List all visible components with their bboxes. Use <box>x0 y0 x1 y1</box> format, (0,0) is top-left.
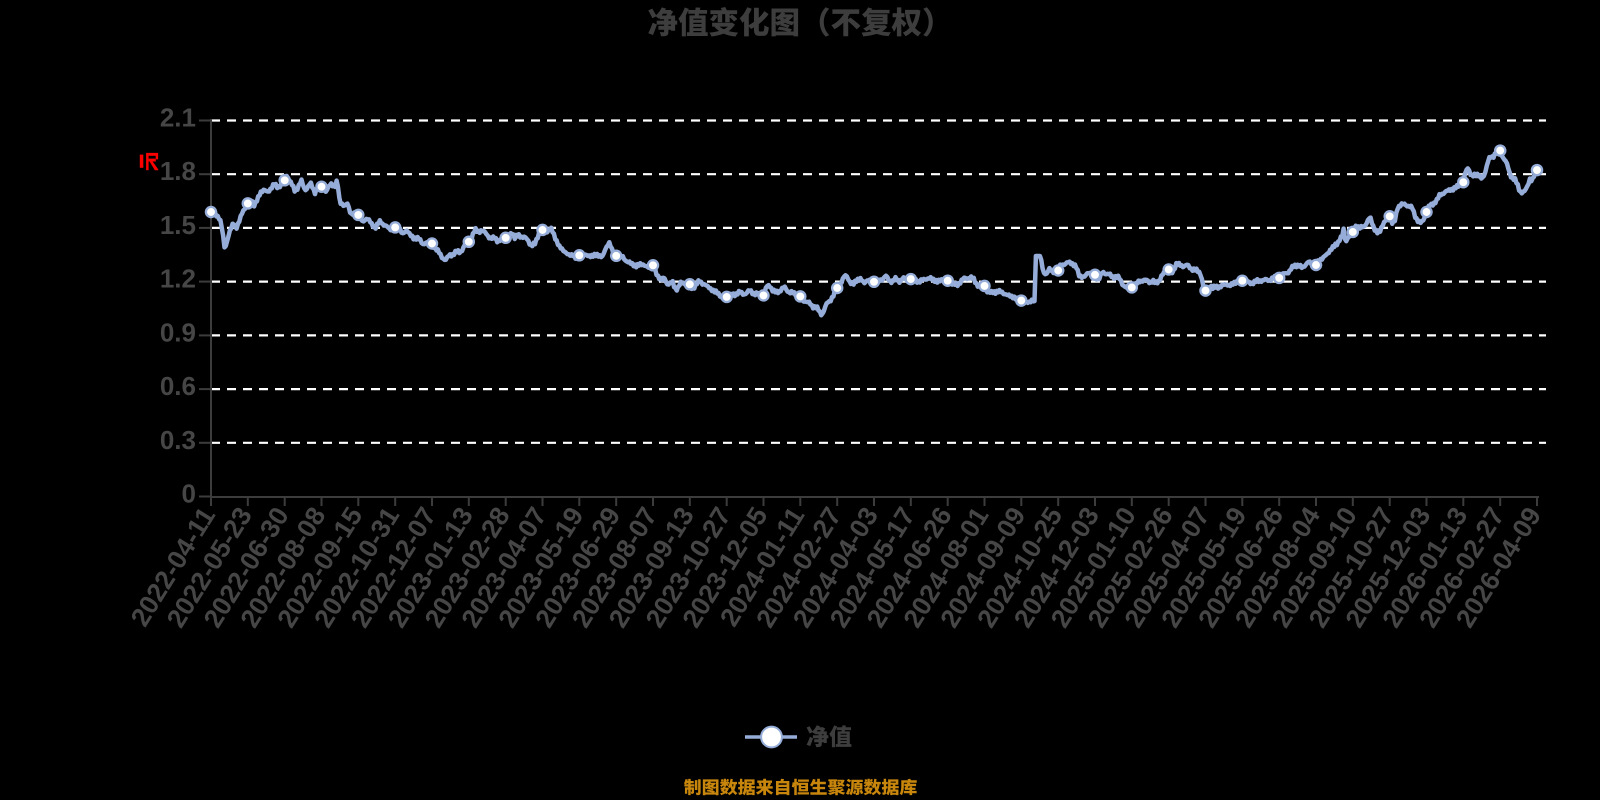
svg-text:0.3: 0.3 <box>160 425 196 455</box>
svg-text:0: 0 <box>182 479 196 509</box>
svg-text:0.9: 0.9 <box>160 317 196 347</box>
svg-text:0.6: 0.6 <box>160 371 196 401</box>
svg-text:1.2: 1.2 <box>160 264 196 294</box>
svg-text:1.5: 1.5 <box>160 210 196 240</box>
svg-text:1.8: 1.8 <box>160 156 196 186</box>
svg-text:2.1: 2.1 <box>160 103 196 133</box>
